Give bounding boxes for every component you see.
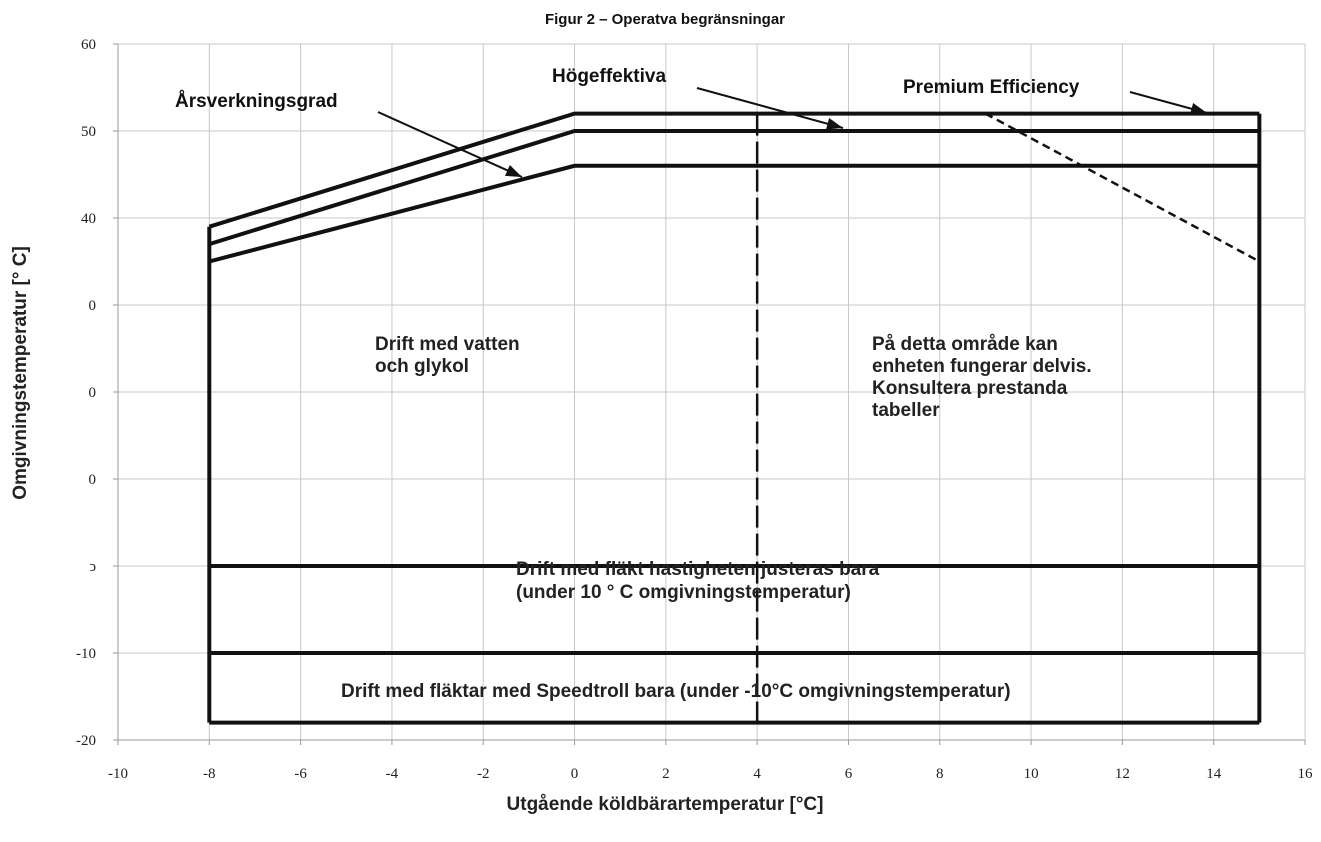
region-label-line: och glykol (375, 356, 469, 377)
x-tick-label: 10 (1024, 766, 1039, 782)
arrowhead-icon (825, 117, 843, 130)
region-label-line: Drift med fläktar med Speedtroll bara (u… (341, 681, 1011, 702)
y-tick-label: 60 (81, 37, 96, 53)
arrowhead-icon (1189, 103, 1207, 115)
region-water-glycol-label: Drift med vatten och glykol (375, 334, 520, 377)
y-tick-label: -20 (76, 733, 96, 749)
region-speedtroll-label: Drift med fläktar med Speedtroll bara (u… (341, 681, 1011, 702)
series-label-arsverkningsgrad: Årsverkningsgrad (175, 91, 338, 112)
x-tick-label: -8 (203, 766, 216, 782)
region-label-line: Drift med vatten (375, 334, 520, 355)
region-labels: Drift med vatten och glykol På detta områd… (341, 334, 1092, 702)
y-tick-label: 0 (89, 472, 97, 488)
x-tick-label: 8 (936, 766, 944, 782)
x-tick-label: -4 (386, 766, 399, 782)
y-tick-label: ↄ (89, 559, 96, 575)
x-tick-label: 12 (1115, 766, 1130, 782)
x-tick-label: 14 (1206, 766, 1222, 782)
y-tick-label: 0 (89, 385, 97, 401)
series-labels: Årsverkningsgrad Högeffektiva Premium Effi… (175, 66, 1208, 178)
x-tick-label: 2 (662, 766, 670, 782)
label-arrow-line (377, 111, 523, 178)
x-tick-label: 6 (845, 766, 853, 782)
y-tick-label: 40 (81, 211, 96, 227)
series-lines (208, 111, 1260, 264)
chart-title: Figur 2 – Operatva begränsningar (545, 11, 785, 28)
region-label-line: Drift med fläkt hastigheten justeras bar… (516, 559, 880, 580)
y-tick-label: -10 (76, 646, 96, 662)
x-tick-label: -10 (108, 766, 128, 782)
series-line-1 (208, 129, 1260, 247)
grid (117, 43, 1306, 741)
region-label-line: Konsultera prestanda (872, 378, 1068, 399)
series-label-premium-efficiency: Premium Efficiency (903, 77, 1080, 98)
region-fan-speed-label: Drift med fläkt hastigheten justeras bar… (516, 559, 880, 603)
region-label-line: tabeller (872, 400, 940, 421)
x-tick-label: 0 (571, 766, 579, 782)
y-axis-label: Omgivningstemperatur [° C] (10, 246, 31, 500)
operating-envelope (207, 113, 1262, 725)
x-axis-label: Utgående köldbärartemperatur [°C] (507, 794, 824, 815)
x-tick-label: 16 (1298, 766, 1314, 782)
region-label-line: enheten fungerar delvis. (872, 356, 1092, 377)
x-tick-label: -2 (477, 766, 490, 782)
region-label-line: På detta område kan (872, 334, 1058, 355)
arrowhead-icon (504, 164, 522, 177)
label-arrow-line (696, 87, 844, 129)
region-partial-label: På detta område kan enheten fungerar delv… (872, 334, 1092, 421)
series-line-2 (208, 111, 1260, 229)
y-tick-label: 50 (81, 124, 96, 140)
region-label-line: (under 10 ° C omgivningstemperatur) (516, 582, 851, 603)
series-label-hogeffektiva: Högeffektiva (552, 66, 666, 87)
x-tick-label: -6 (294, 766, 307, 782)
series-line-0 (208, 163, 1260, 264)
x-tick-label: 4 (753, 766, 761, 782)
y-tick-label: 0 (89, 298, 97, 314)
